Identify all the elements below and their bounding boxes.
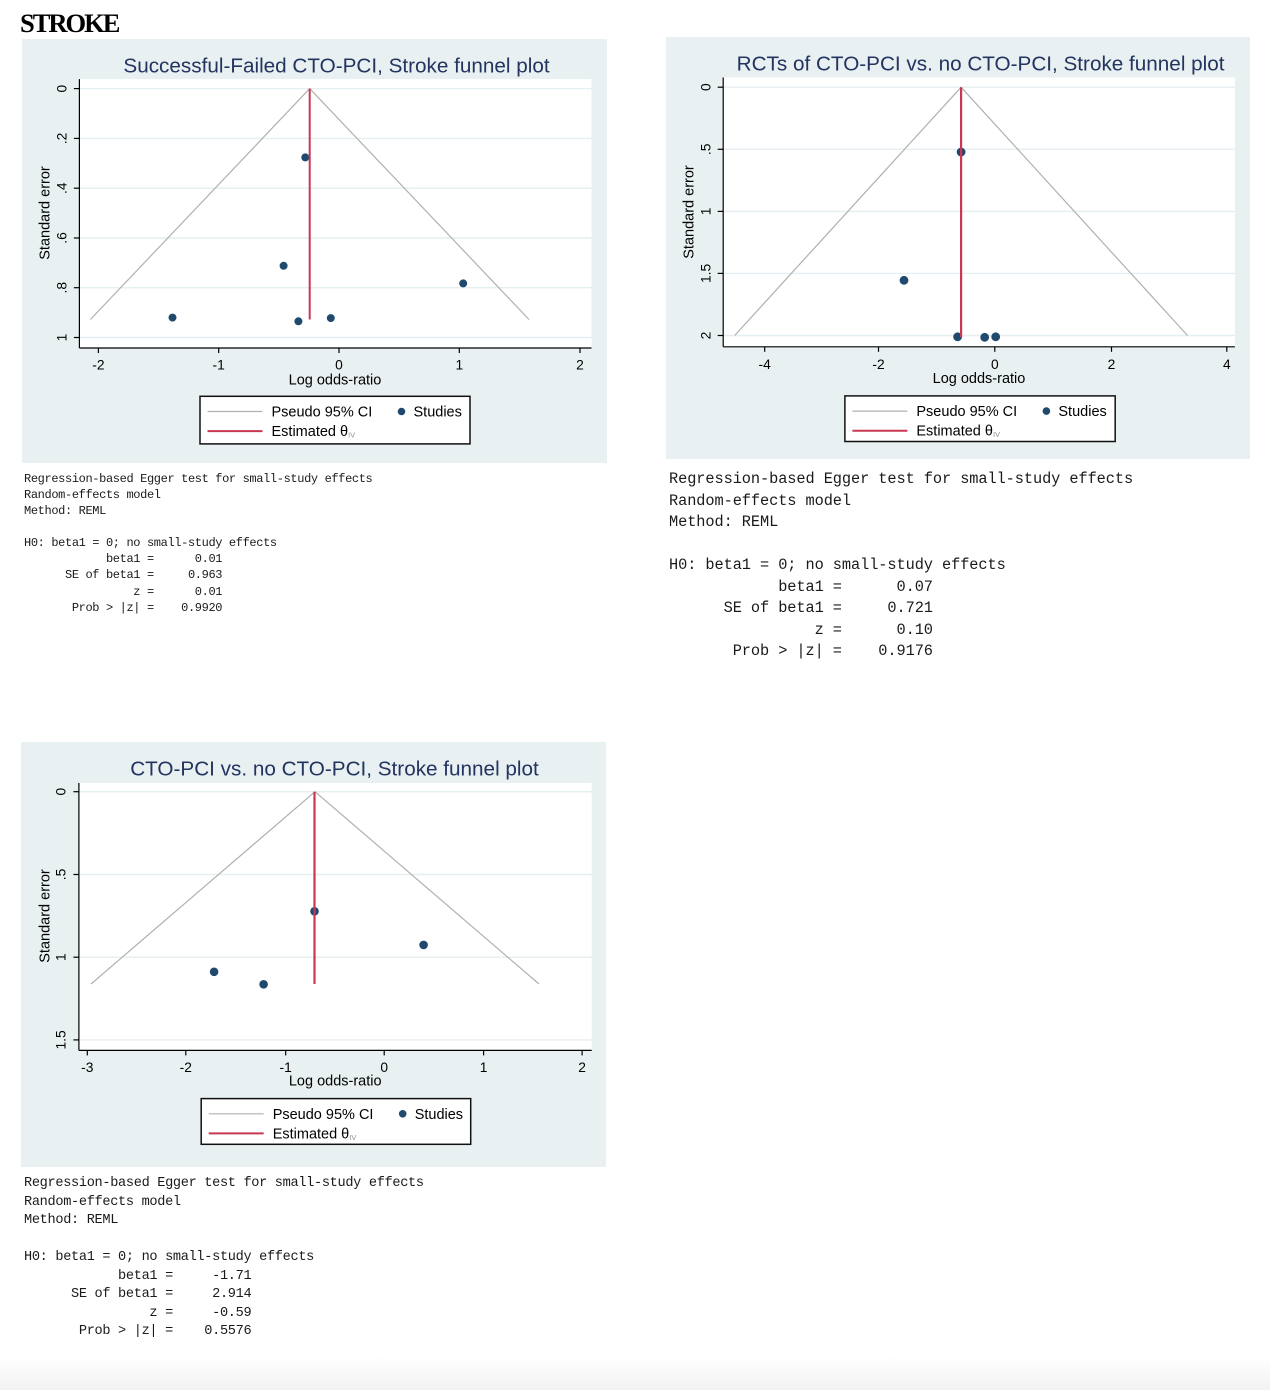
svg-text:Estimated θIV: Estimated θIV	[916, 423, 1000, 439]
svg-text:2: 2	[699, 331, 714, 339]
svg-text:.6: .6	[55, 232, 70, 244]
svg-text:Log odds-ratio: Log odds-ratio	[933, 371, 1026, 387]
svg-text:Standard error: Standard error	[682, 165, 698, 259]
svg-text:2: 2	[578, 1060, 586, 1075]
svg-text:.2: .2	[55, 133, 70, 145]
svg-text:0: 0	[380, 1060, 388, 1075]
svg-text:1.5: 1.5	[699, 263, 714, 283]
svg-text:.5: .5	[53, 868, 68, 880]
svg-text:4: 4	[1223, 356, 1231, 371]
svg-text:Estimated θIV: Estimated θIV	[272, 1126, 356, 1142]
svg-text:Log odds-ratio: Log odds-ratio	[289, 372, 382, 388]
svg-text:Studies: Studies	[414, 1107, 462, 1123]
svg-text:2: 2	[576, 358, 584, 373]
svg-text:Studies: Studies	[1058, 404, 1106, 420]
svg-text:1: 1	[55, 334, 70, 342]
svg-text:.8: .8	[55, 282, 70, 294]
svg-text:-2: -2	[872, 356, 884, 371]
svg-text:Standard error: Standard error	[38, 166, 54, 260]
svg-text:.5: .5	[699, 143, 714, 155]
svg-text:CTO-PCI vs. no CTO-PCI, Stroke: CTO-PCI vs. no CTO-PCI, Stroke funnel pl…	[130, 758, 539, 781]
svg-text:-1: -1	[279, 1060, 291, 1075]
svg-text:0: 0	[55, 84, 70, 92]
svg-text:0: 0	[991, 356, 999, 371]
svg-text:1: 1	[699, 207, 714, 215]
svg-text:.4: .4	[55, 182, 70, 194]
svg-text:0: 0	[699, 83, 714, 91]
svg-text:Successful-Failed CTO-PCI, Str: Successful-Failed CTO-PCI, Stroke funnel…	[123, 55, 549, 78]
svg-text:Estimated θIV: Estimated θIV	[272, 424, 356, 440]
svg-text:1: 1	[53, 953, 68, 961]
svg-text:1: 1	[455, 358, 463, 373]
svg-text:Log odds-ratio: Log odds-ratio	[288, 1073, 381, 1089]
svg-text:1: 1	[479, 1060, 487, 1075]
svg-text:0: 0	[53, 788, 68, 796]
svg-text:Standard error: Standard error	[37, 869, 53, 963]
svg-text:-3: -3	[81, 1060, 94, 1075]
svg-text:-4: -4	[759, 356, 772, 371]
svg-text:-2: -2	[92, 358, 104, 373]
svg-text:0: 0	[335, 358, 343, 373]
svg-text:-2: -2	[179, 1060, 191, 1075]
svg-text:-1: -1	[213, 358, 225, 373]
svg-text:Pseudo 95% CI: Pseudo 95% CI	[272, 405, 373, 421]
svg-text:1.5: 1.5	[53, 1030, 68, 1050]
svg-text:Studies: Studies	[414, 405, 462, 421]
svg-text:Pseudo 95% CI: Pseudo 95% CI	[916, 404, 1017, 420]
svg-text:RCTs of CTO-PCI vs. no CTO-PCI: RCTs of CTO-PCI vs. no CTO-PCI, Stroke f…	[737, 52, 1225, 75]
svg-text:2: 2	[1108, 356, 1116, 371]
svg-text:Pseudo 95% CI: Pseudo 95% CI	[272, 1107, 373, 1123]
